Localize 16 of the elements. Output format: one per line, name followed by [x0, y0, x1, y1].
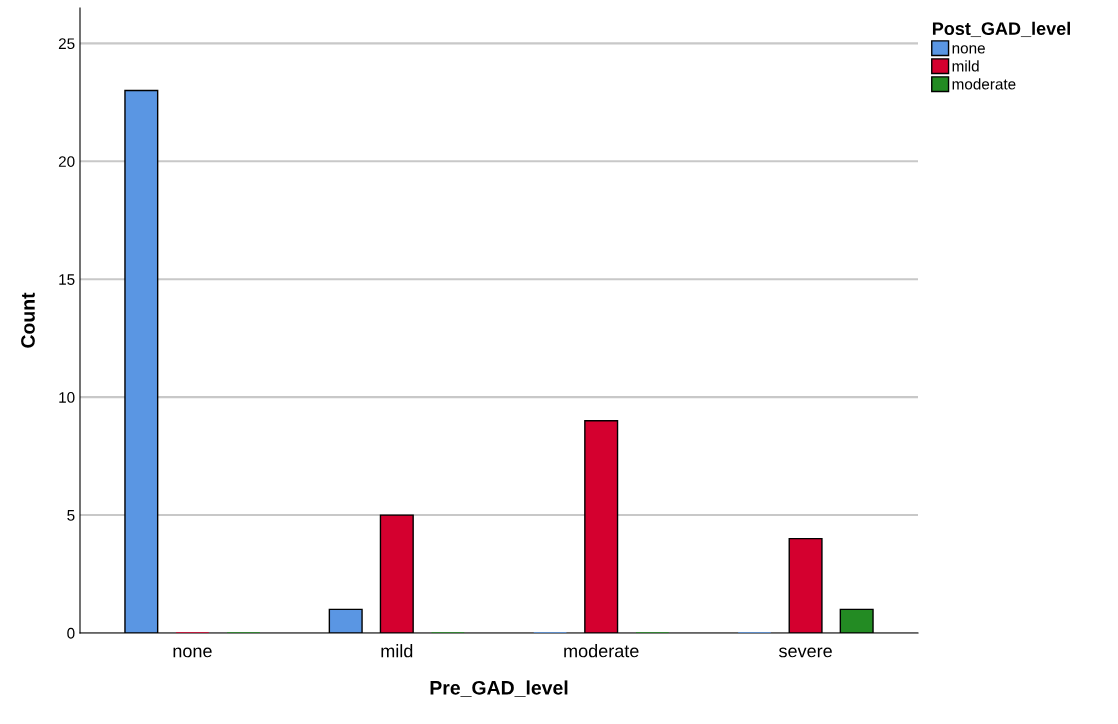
- legend-label: mild: [952, 60, 979, 72]
- legend-title: Post_GAD_level: [932, 21, 1070, 38]
- x-tick-label: mild: [381, 644, 413, 658]
- y-tick-label: 10: [59, 392, 75, 403]
- y-tick-label: 15: [59, 274, 75, 285]
- y-axis-title: Count: [21, 292, 35, 348]
- legend-label: none: [952, 45, 985, 54]
- y-tick-label: 0: [67, 627, 75, 639]
- x-tick-label: moderate: [564, 644, 639, 658]
- x-axis-title: Pre_GAD_level: [430, 680, 568, 697]
- legend-label: moderate: [952, 78, 1016, 90]
- x-tick-label: severe: [778, 647, 832, 658]
- y-tick-label: 5: [67, 510, 75, 521]
- y-tick-label: 20: [58, 156, 75, 167]
- y-tick-label: 25: [58, 38, 75, 50]
- x-tick-label: none: [173, 647, 212, 658]
